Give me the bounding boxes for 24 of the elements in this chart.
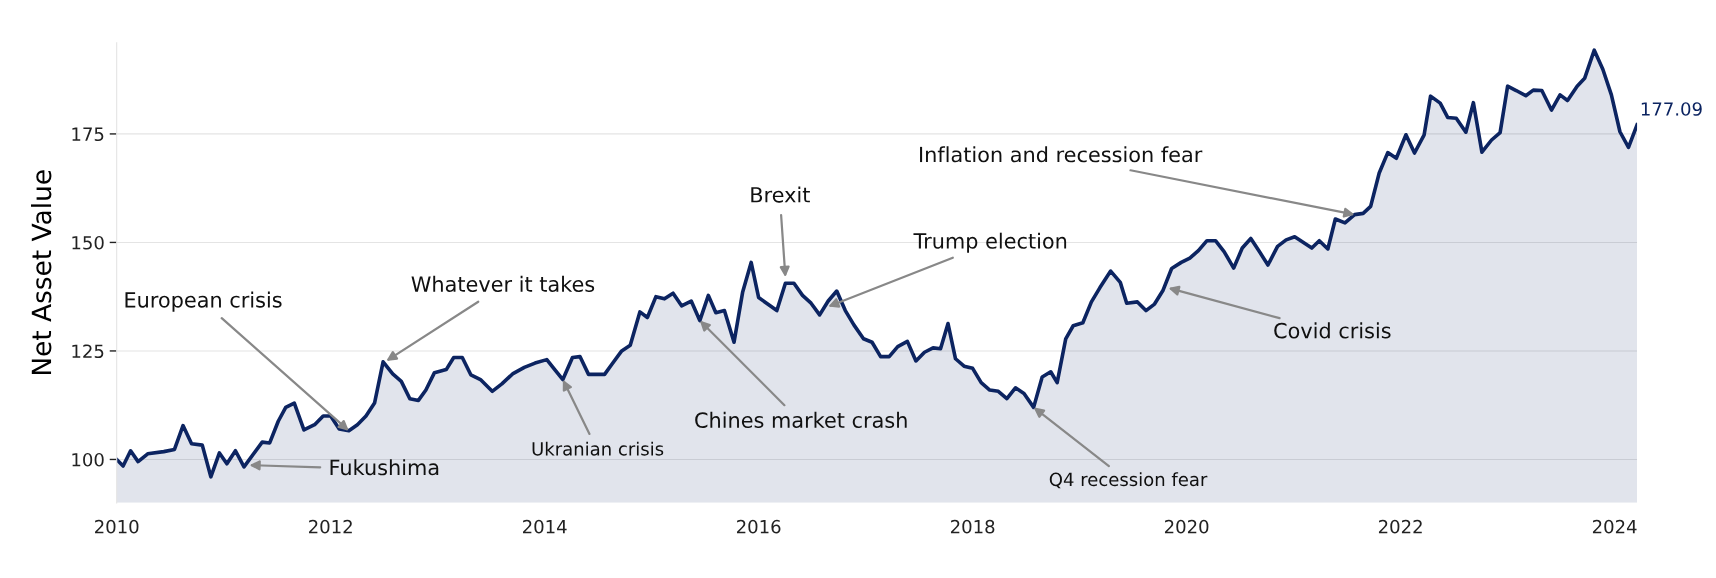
annotation: European crisis bbox=[125, 291, 282, 312]
annotation: Inflation and recession fear bbox=[920, 146, 1203, 163]
annotation: Chines market crash bbox=[695, 411, 907, 428]
x-tick-label: 2024 bbox=[1592, 519, 1637, 534]
x-tick-label: 2012 bbox=[309, 519, 352, 534]
annotation: Whatever it takes bbox=[411, 275, 595, 292]
data-label: 177.09 bbox=[1641, 102, 1702, 116]
annotation: Ukranian crisis bbox=[532, 441, 664, 456]
x-tick-label: 2018 bbox=[950, 519, 995, 534]
y-tick-label: 100 bbox=[72, 452, 104, 467]
x-tick-label: 2014 bbox=[523, 519, 567, 534]
annotation: Q4 recession fear bbox=[1049, 472, 1208, 489]
annotation: Trump election bbox=[913, 232, 1067, 253]
y-axis-title: Net Asset Value bbox=[30, 170, 52, 375]
y-tick-label: 175 bbox=[72, 127, 104, 142]
x-tick-label: 2010 bbox=[95, 519, 139, 534]
annotation: Covid crisis bbox=[1274, 322, 1391, 339]
y-tick-label: 150 bbox=[72, 235, 104, 250]
x-tick-label: 2020 bbox=[1164, 519, 1209, 534]
x-tick-label: 2022 bbox=[1378, 519, 1422, 534]
annotation: Fukushima bbox=[330, 459, 439, 476]
x-tick-label: 2016 bbox=[737, 519, 781, 534]
y-tick-label: 125 bbox=[72, 344, 104, 359]
annotation: Brexit bbox=[751, 186, 810, 203]
